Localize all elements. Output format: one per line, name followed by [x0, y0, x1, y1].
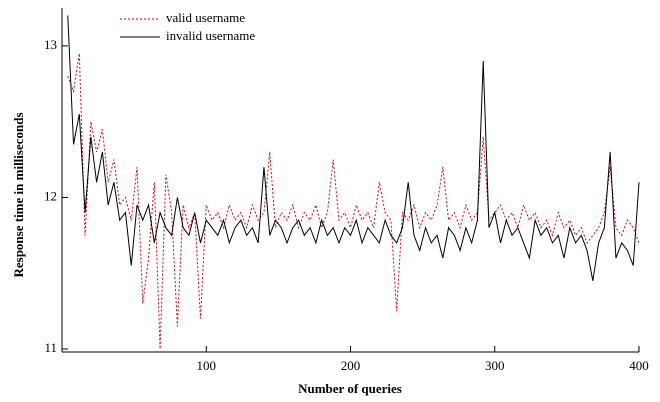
legend-label: valid username	[166, 10, 245, 25]
y-tick-label: 12	[44, 188, 57, 203]
x-tick-label: 100	[197, 358, 217, 373]
y-tick-label: 11	[44, 340, 57, 355]
x-tick-label: 400	[629, 358, 649, 373]
series-line	[67, 53, 640, 349]
series-line	[67, 15, 640, 281]
legend-label: invalid username	[166, 28, 255, 43]
x-axis-title: Number of queries	[298, 381, 402, 396]
x-tick-label: 200	[341, 358, 361, 373]
y-axis-title: Response time in milliseconds	[11, 112, 26, 277]
x-tick-label: 300	[485, 358, 505, 373]
y-tick-label: 13	[44, 37, 57, 52]
